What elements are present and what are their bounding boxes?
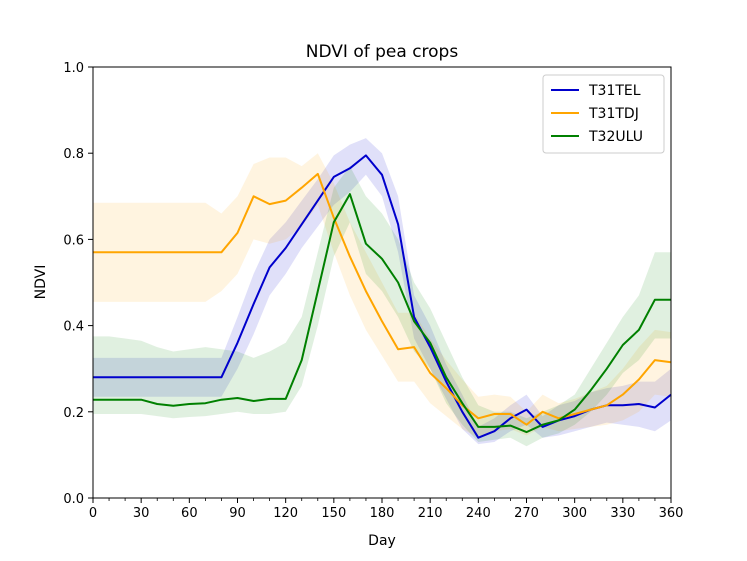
y-axis-label: NDVI (33, 265, 49, 300)
band-t32ulu (93, 166, 671, 447)
legend: T31TEL T31TDJ T32ULU (542, 74, 665, 154)
x-tick-label: 30 (133, 506, 150, 521)
legend-box (542, 74, 665, 154)
x-tick-label: 270 (514, 506, 539, 521)
confidence-bands (93, 138, 671, 447)
x-tick-label: 180 (370, 506, 395, 521)
x-tick-label: 300 (562, 506, 587, 521)
legend-label-t32ulu: T32ULU (588, 129, 643, 145)
y-tick-label: 0.2 (63, 406, 84, 421)
x-tick-label: 360 (659, 506, 684, 521)
x-tick-label: 90 (229, 506, 246, 521)
x-tick-label: 60 (181, 506, 198, 521)
x-tick-label: 240 (466, 506, 491, 521)
x-axis: 0 30 60 90 120 150 180 210 240 270 300 330 360 (89, 498, 684, 521)
band-t31tdj (93, 153, 671, 438)
y-tick-label: 0.6 (63, 233, 84, 248)
x-tick-label: 150 (321, 506, 346, 521)
x-tick-label: 0 (89, 506, 97, 521)
y-tick-label: 0.0 (63, 492, 84, 507)
chart-title: NDVI of pea crops (306, 42, 459, 62)
line-t32ulu (93, 193, 671, 434)
band-t31tel (93, 138, 671, 445)
line-t31tel (93, 154, 672, 439)
y-tick-label: 1.0 (63, 61, 84, 76)
x-axis-label: Day (368, 533, 396, 549)
y-tick-label: 0.8 (63, 147, 84, 162)
line-t31tdj (93, 172, 672, 426)
series-lines (93, 154, 672, 439)
x-tick-label: 120 (273, 506, 298, 521)
x-tick-label: 330 (610, 506, 635, 521)
y-axis: 0.0 0.2 0.4 0.6 0.8 1.0 (63, 61, 93, 507)
y-tick-label: 0.4 (63, 320, 84, 335)
legend-label-t31tdj: T31TDJ (588, 106, 639, 122)
x-tick-label: 210 (418, 506, 443, 521)
legend-label-t31tel: T31TEL (588, 83, 641, 99)
